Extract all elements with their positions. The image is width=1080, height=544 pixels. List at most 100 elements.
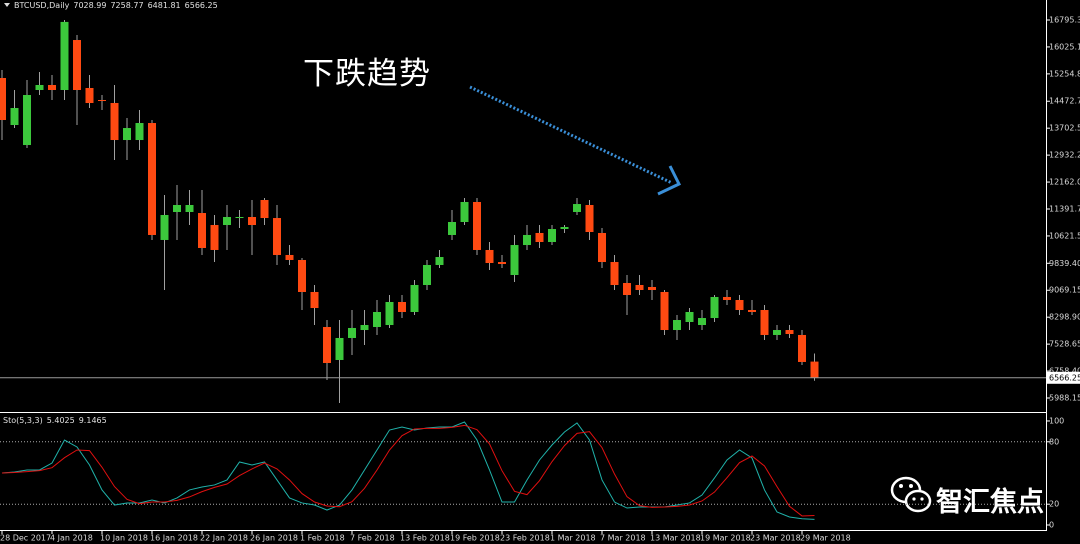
candle-body	[498, 262, 506, 265]
y-tick-label: 12162.00	[1049, 178, 1080, 187]
candle-body	[598, 232, 606, 263]
candle-body	[423, 264, 431, 285]
candle-body	[560, 227, 569, 229]
candle-body	[98, 100, 106, 102]
x-tick-label: 1 Feb 2018	[300, 534, 345, 543]
candle-body	[60, 21, 69, 90]
candle-body	[460, 201, 469, 223]
x-tick-label: 13 Feb 2018	[400, 534, 450, 543]
x-tick-label: 22 Jan 2018	[200, 534, 248, 543]
y-tick-label: 16795.35	[1049, 15, 1080, 24]
candle-body	[723, 296, 731, 301]
eye	[912, 497, 916, 501]
candle-body	[210, 225, 219, 250]
candle-body	[148, 123, 156, 235]
indicator-tick-label: 80	[1049, 437, 1059, 446]
indicator-main-value: 5.4025	[46, 416, 75, 425]
candle-body	[235, 217, 244, 219]
candle-body	[348, 327, 356, 338]
trend-arrow	[469, 85, 682, 196]
candle-body	[610, 262, 619, 285]
y-tick-label: 9069.15	[1049, 286, 1080, 295]
arrow-shaft	[469, 85, 673, 185]
indicator-name: Sto(5,3,3)	[3, 416, 43, 425]
candle-body	[185, 205, 194, 212]
candle-body	[335, 337, 344, 360]
symbol-title: BTCUSD,Daily	[14, 1, 70, 10]
candle-body	[435, 257, 444, 265]
indicator-tick-label: 100	[1049, 416, 1064, 425]
candle-body	[573, 204, 581, 212]
candle-body	[735, 300, 744, 311]
candle-body	[360, 325, 369, 331]
candle-body	[48, 84, 56, 90]
x-tick-label: 26 Jan 2018	[250, 534, 298, 543]
candle-body	[285, 254, 294, 260]
candle-body	[535, 232, 544, 243]
x-tick-label: 1 Mar 2018	[550, 534, 596, 543]
candle-body	[260, 200, 269, 219]
candle-body	[385, 301, 394, 326]
candle-body	[135, 123, 144, 141]
candle-body	[123, 128, 131, 141]
eye	[909, 484, 913, 488]
header-close: 6566.25	[184, 1, 218, 10]
y-tick-label: 9839.40	[1049, 259, 1080, 268]
candle-body	[473, 201, 481, 250]
arrow-head	[657, 165, 682, 196]
candle-body	[510, 245, 519, 275]
candle-body	[798, 334, 806, 362]
candle-body	[410, 284, 419, 312]
candle-body	[635, 284, 644, 290]
candle-body	[35, 84, 44, 90]
y-tick-label: 7528.65	[1049, 340, 1080, 349]
y-tick-label: 16025.10	[1049, 42, 1080, 51]
current-price-box	[1047, 371, 1080, 384]
x-tick-label: 28 Dec 2017	[0, 534, 51, 543]
candle-body	[698, 318, 706, 326]
indicator-tick-label: 20	[1049, 500, 1059, 509]
wechat-icon	[890, 476, 932, 513]
eye	[899, 484, 903, 488]
candle-body	[673, 320, 681, 331]
candle-body	[248, 217, 256, 226]
candle-body	[310, 291, 319, 309]
candle-body	[585, 205, 594, 233]
candle-body	[785, 330, 794, 335]
candle-body	[198, 213, 206, 248]
bubble	[904, 489, 932, 513]
y-tick-label: 13702.50	[1049, 124, 1080, 133]
indicator-signal-value: 9.1465	[78, 416, 107, 425]
x-tick-label: 29 Mar 2018	[800, 534, 851, 543]
candle-body	[748, 310, 756, 312]
header-open: 7028.99	[73, 1, 107, 10]
candle-body	[160, 215, 169, 240]
y-tick-label: 8298.90	[1049, 313, 1080, 322]
annotation: 下跌趋势	[303, 56, 431, 92]
candle-body	[760, 310, 769, 335]
x-tick-label: 10 Jan 2018	[100, 534, 148, 543]
candle-body	[710, 296, 719, 319]
candle-body	[810, 361, 819, 378]
indicator-line	[1, 424, 815, 517]
indicator-tick-label: 0	[1049, 521, 1054, 530]
y-tick-label: 12932.25	[1049, 151, 1080, 160]
candle-body	[323, 327, 331, 363]
candle-body	[373, 311, 381, 328]
candle-body	[298, 259, 306, 292]
candle-body	[523, 234, 531, 246]
x-tick-label: 19 Feb 2018	[450, 534, 500, 543]
watermark: 智汇焦点	[936, 487, 1044, 518]
current-price-label: 6566.25	[1049, 373, 1080, 382]
y-tick-label: 15254.85	[1049, 69, 1080, 78]
x-tick-label: 7 Mar 2018	[600, 534, 646, 543]
x-tick-label: 19 Mar 2018	[700, 534, 751, 543]
candle-body	[660, 291, 669, 331]
chart-header: BTCUSD,Daily 7028.99 7258.77 6481.81 656…	[14, 1, 218, 10]
menu-triangle	[4, 3, 10, 7]
y-tick-label: 11391.75	[1049, 204, 1080, 213]
candle-body	[0, 77, 6, 121]
y-tick-label: 14472.75	[1049, 97, 1080, 106]
candle-body	[623, 283, 631, 296]
